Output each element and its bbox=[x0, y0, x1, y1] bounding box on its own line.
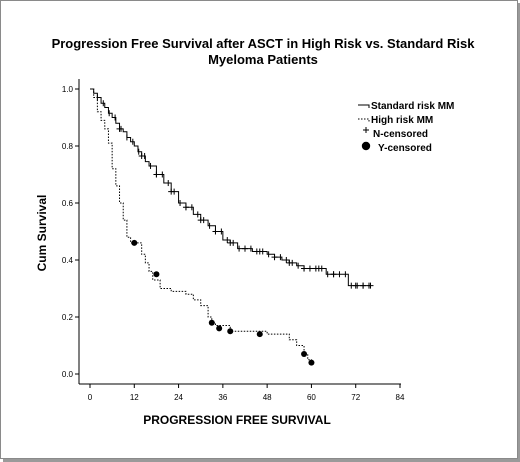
censor-mark-high bbox=[131, 239, 138, 246]
y-axis-label: Cum Survival bbox=[35, 195, 49, 272]
y-tick-label: 1.0 bbox=[62, 85, 74, 94]
legend-label-standard: Standard risk MM bbox=[371, 101, 454, 112]
censor-mark-standard bbox=[367, 282, 374, 289]
legend: Standard risk MM High risk MM N-censored… bbox=[358, 101, 454, 154]
censor-mark-standard bbox=[315, 265, 322, 272]
censor-mark-high bbox=[227, 328, 234, 335]
legend-swatch-standard bbox=[358, 104, 370, 108]
y-tick-label: 0.2 bbox=[62, 313, 74, 322]
censor-mark-high bbox=[216, 325, 223, 332]
legend-swatch-n-censored bbox=[363, 127, 369, 133]
censor-mark-high bbox=[301, 351, 308, 358]
legend-label-high: High risk MM bbox=[371, 115, 433, 126]
y-tick-label: 0.8 bbox=[62, 142, 74, 151]
x-axis-label: PROGRESSION FREE SURVIVAL bbox=[143, 413, 331, 427]
chart-title-line2: Myeloma Patients bbox=[208, 52, 318, 67]
axes: 0 12 24 36 48 60 72 84 0.0 0.2 0.4 0.6 0.8 1.0 bbox=[62, 79, 405, 402]
censor-mark-high bbox=[208, 319, 215, 326]
x-tick-label: 12 bbox=[130, 393, 139, 402]
censor-mark-standard bbox=[227, 239, 234, 246]
y-tick-label: 0.4 bbox=[62, 256, 74, 265]
x-tick-label: 72 bbox=[351, 393, 360, 402]
legend-swatch-high bbox=[358, 118, 370, 122]
censor-mark-standard bbox=[352, 282, 359, 289]
x-tick-label: 24 bbox=[174, 393, 183, 402]
legend-label-y-censored: Y-censored bbox=[378, 143, 432, 154]
y-tick-label: 0.0 bbox=[62, 370, 74, 379]
x-tick-label: 60 bbox=[307, 393, 316, 402]
x-tick-label: 48 bbox=[263, 393, 272, 402]
censor-mark-high bbox=[308, 359, 315, 366]
legend-swatch-y-censored bbox=[361, 141, 371, 151]
censor-mark-standard bbox=[116, 125, 123, 132]
x-tick-label: 84 bbox=[396, 393, 405, 402]
censor-mark-standard bbox=[286, 259, 293, 266]
plot-area bbox=[90, 88, 374, 366]
chart-title-line1: Progression Free Survival after ASCT in … bbox=[52, 36, 476, 51]
y-tick-label: 0.6 bbox=[62, 199, 74, 208]
censor-mark-standard bbox=[168, 188, 175, 195]
censor-mark-high bbox=[153, 271, 160, 278]
censor-mark-standard bbox=[197, 217, 204, 224]
censor-mark-standard bbox=[256, 248, 263, 255]
high-risk-curve bbox=[90, 88, 312, 363]
legend-label-n-censored: N-censored bbox=[373, 129, 428, 140]
standard-risk-curve bbox=[90, 88, 371, 287]
censor-mark-standard bbox=[138, 152, 145, 159]
x-tick-label: 0 bbox=[88, 393, 93, 402]
censor-mark-high bbox=[256, 331, 263, 338]
x-tick-label: 36 bbox=[218, 393, 227, 402]
